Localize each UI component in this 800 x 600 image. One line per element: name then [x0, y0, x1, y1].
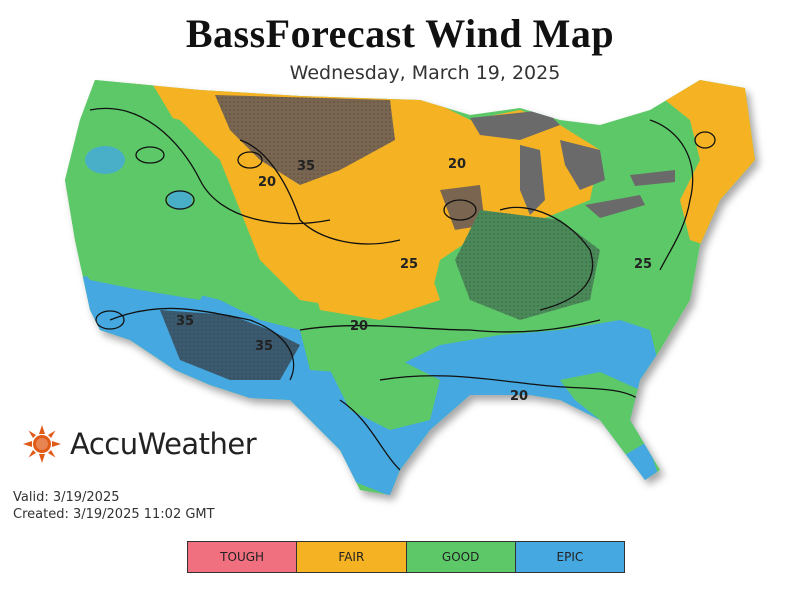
epic-pocket-nevada [168, 190, 192, 210]
good-zone-texas [330, 360, 440, 430]
contour-labels: 35 20 25 20 35 35 20 20 25 [176, 157, 652, 404]
lake-ontario [630, 170, 675, 186]
contour-label: 25 [634, 257, 652, 272]
contour-label: 20 [258, 175, 276, 190]
lake-michigan [520, 145, 545, 215]
contour-label: 35 [297, 159, 315, 174]
legend-fair: FAIR [297, 542, 407, 572]
contour-label: 20 [350, 319, 368, 334]
lake-erie [585, 195, 645, 218]
contour-label: 20 [510, 389, 528, 404]
brand-name: AccuWeather [70, 427, 257, 461]
contour-label: 35 [255, 339, 273, 354]
contour-lines [89, 107, 716, 471]
contour-label: 25 [400, 257, 418, 272]
wind-zones [65, 80, 755, 495]
epic-pocket-pnw [85, 146, 125, 174]
legend-good: GOOD [406, 542, 516, 572]
valid-date: Valid: 3/19/2025 [13, 490, 120, 505]
contour-label: 20 [448, 157, 466, 172]
legend-epic: EPIC [515, 542, 624, 572]
forecast-date: Wednesday, March 19, 2025 [289, 62, 561, 84]
lake-superior [470, 110, 560, 140]
lake-huron [560, 140, 605, 190]
map-title: BassForecast Wind Map [185, 11, 615, 56]
fair-zone-mid [300, 230, 440, 320]
created-timestamp: Created: 3/19/2025 11:02 GMT [13, 507, 215, 522]
contour-label: 35 [176, 314, 194, 329]
legend: TOUGH FAIR GOOD EPIC [187, 541, 625, 573]
accuweather-logo: AccuWeather [22, 422, 257, 466]
good-zone-gulf [560, 372, 650, 455]
sun-icon [23, 425, 61, 463]
good-zone-west [65, 80, 220, 300]
legend-tough: TOUGH [188, 542, 298, 572]
